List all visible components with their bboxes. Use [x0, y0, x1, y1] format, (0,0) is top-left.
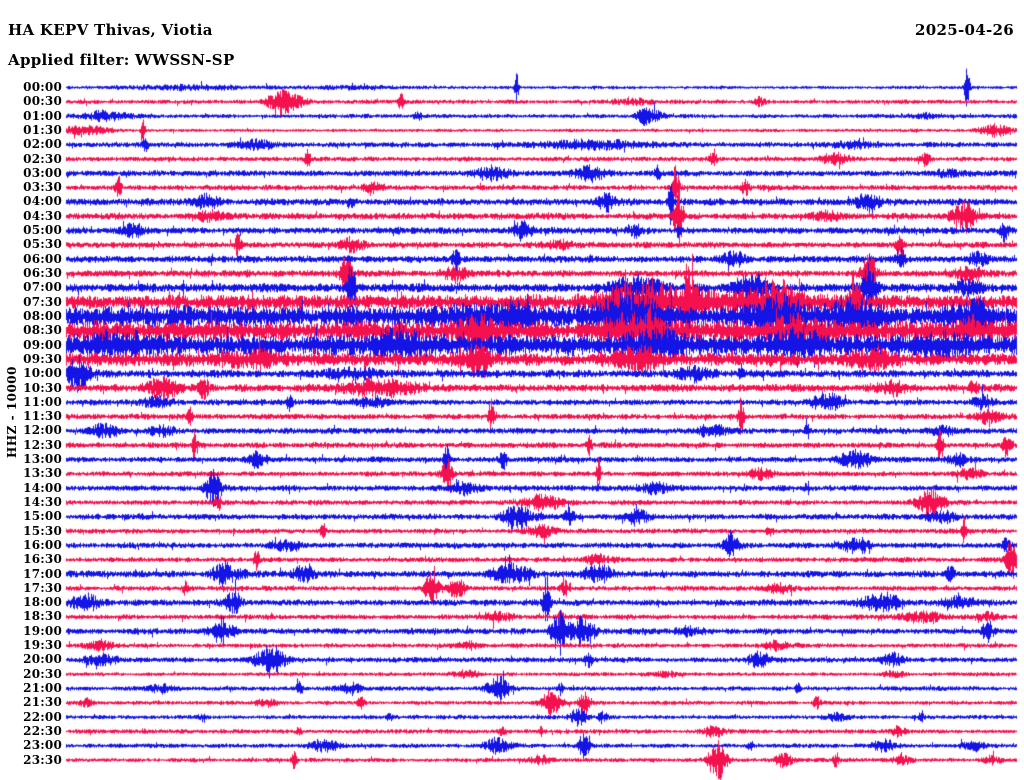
row-time-label: 12:00	[23, 423, 62, 438]
row-time-label: 10:30	[23, 380, 62, 395]
row-time-label: 01:00	[23, 108, 62, 123]
row-time-label: 04:30	[23, 208, 62, 223]
row-time-label: 02:30	[23, 151, 62, 166]
row-time-label: 04:00	[23, 194, 62, 209]
row-time-label: 13:00	[23, 452, 62, 467]
plot-date: 2025-04-26	[915, 21, 1014, 39]
row-time-label: 14:00	[23, 480, 62, 495]
row-time-label: 14:30	[23, 494, 62, 509]
row-time-label: 05:30	[23, 237, 62, 252]
row-time-label: 06:00	[23, 251, 62, 266]
row-time-label: 00:30	[23, 94, 62, 109]
row-time-label: 07:00	[23, 280, 62, 295]
row-time-label: 12:30	[23, 437, 62, 452]
row-time-label: 18:30	[23, 609, 62, 624]
row-time-label: 08:00	[23, 308, 62, 323]
row-time-label: 11:30	[23, 409, 62, 424]
row-time-label: 23:00	[23, 738, 62, 753]
row-time-label: 21:30	[23, 695, 62, 710]
row-time-label: 17:00	[23, 566, 62, 581]
row-time-label: 23:30	[23, 752, 62, 767]
row-time-label: 10:00	[23, 366, 62, 381]
row-time-label: 17:30	[23, 580, 62, 595]
row-time-label: 16:30	[23, 552, 62, 567]
row-time-label: 03:30	[23, 180, 62, 195]
row-time-label: 07:30	[23, 294, 62, 309]
row-time-label: 09:30	[23, 351, 62, 366]
row-time-label: 13:30	[23, 466, 62, 481]
row-time-label: 22:30	[23, 723, 62, 738]
row-time-label: 09:00	[23, 337, 62, 352]
row-time-label: 21:00	[23, 681, 62, 696]
station-title: HA KEPV Thivas, Viotia	[8, 21, 213, 39]
row-time-label: 15:00	[23, 509, 62, 524]
applied-filter-label: Applied filter: WWSSN-SP	[8, 51, 235, 69]
row-time-label: 16:00	[23, 537, 62, 552]
row-time-label: 01:30	[23, 122, 62, 137]
row-time-label: 00:00	[23, 80, 62, 94]
row-time-label: 15:30	[23, 523, 62, 538]
row-time-label: 08:30	[23, 323, 62, 338]
row-time-label: 06:30	[23, 266, 62, 281]
row-time-label: 03:00	[23, 165, 62, 180]
row-time-label: 20:00	[23, 652, 62, 667]
row-time-label: 18:00	[23, 595, 62, 610]
row-time-label: 22:00	[23, 709, 62, 724]
row-time-label: 20:30	[23, 666, 62, 681]
row-time-label: 11:00	[23, 394, 62, 409]
row-time-label: 05:00	[23, 223, 62, 238]
row-time-label: 19:30	[23, 638, 62, 653]
row-time-label: 19:00	[23, 623, 62, 638]
row-time-label: 02:00	[23, 137, 62, 152]
